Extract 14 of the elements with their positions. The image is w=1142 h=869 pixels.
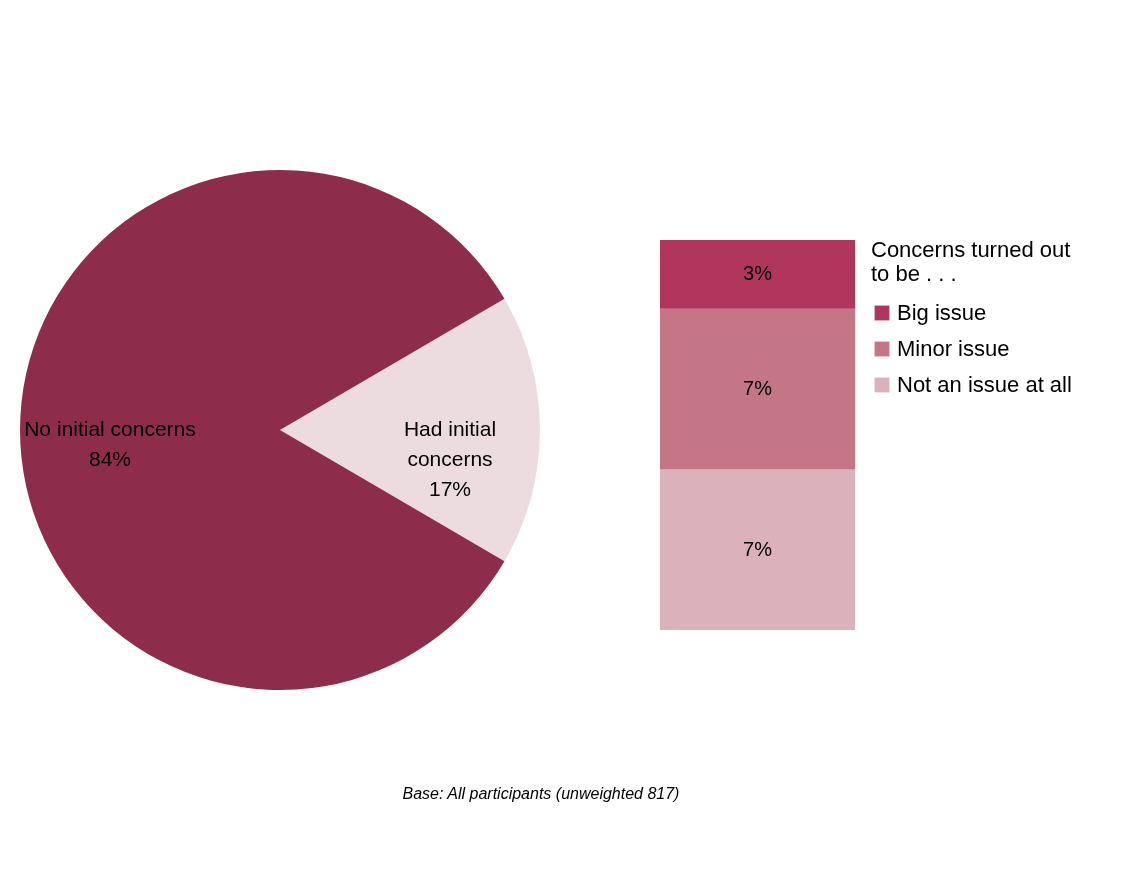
slice-label: No initial concerns (24, 417, 196, 440)
pie-slice (20, 170, 505, 690)
legend-label: Not an issue at all (897, 372, 1072, 397)
data-label: 7% (743, 377, 773, 400)
legend-title: Concerns turned out to be . . . (871, 237, 1071, 286)
data-label: 17% (428, 477, 472, 500)
legend-label: Big issue (897, 300, 987, 325)
legend-label: Minor issue (897, 336, 1010, 361)
slice-label: Had initial concerns (403, 417, 497, 470)
pie-slice (280, 298, 540, 562)
data-label: 84% (88, 447, 132, 470)
data-label: 7% (743, 537, 773, 560)
text: Base: All participants (unweighted 817) (401, 785, 681, 803)
data-label: 3% (743, 262, 773, 285)
